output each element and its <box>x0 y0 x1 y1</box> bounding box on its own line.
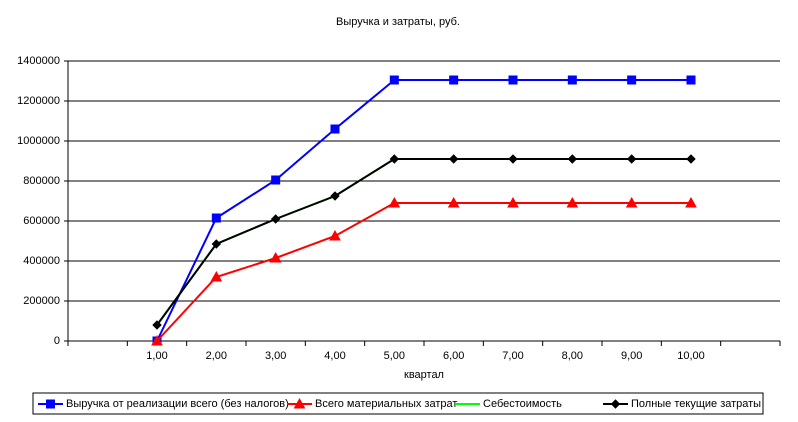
chart-title: Выручка и затраты, руб. <box>336 16 460 28</box>
marker <box>508 154 518 164</box>
marker <box>449 75 459 85</box>
marker <box>686 75 696 85</box>
marker <box>211 239 222 249</box>
marker <box>567 75 577 85</box>
marker <box>388 196 401 208</box>
y-tick-label: 1000000 <box>17 135 60 147</box>
legend-label: Всего материальных затрат <box>315 398 457 410</box>
marker <box>269 251 282 263</box>
legend-box <box>32 392 764 415</box>
marker <box>389 154 400 164</box>
legend-label: Себестоимость <box>483 398 562 410</box>
y-tick-label: 1400000 <box>17 55 60 67</box>
marker <box>626 154 637 164</box>
x-tick-label: 7,00 <box>502 350 523 362</box>
marker <box>271 175 281 185</box>
x-tick-label: 3,00 <box>265 350 286 362</box>
x-tick-label: 6,00 <box>443 350 464 362</box>
marker <box>610 399 621 409</box>
y-tick-label: 1200000 <box>17 95 60 107</box>
marker <box>389 75 399 85</box>
series-line <box>156 202 691 342</box>
x-tick-label: 2,00 <box>206 350 227 362</box>
legend-label: Полные текущие затраты <box>631 398 761 410</box>
y-tick-label: 0 <box>54 335 60 347</box>
marker <box>152 320 162 330</box>
marker <box>270 214 281 224</box>
marker <box>46 399 55 409</box>
y-tick-label: 600000 <box>23 215 60 227</box>
marker <box>211 213 221 223</box>
marker <box>566 196 579 208</box>
marker <box>685 196 697 208</box>
marker <box>686 154 696 164</box>
x-tick-label: 5,00 <box>384 350 405 362</box>
x-tick-label: 9,00 <box>621 350 642 362</box>
y-tick-label: 200000 <box>23 295 60 307</box>
marker <box>293 397 306 409</box>
marker <box>507 196 519 208</box>
marker <box>625 196 638 208</box>
marker <box>151 334 163 346</box>
series-line <box>156 158 691 326</box>
marker <box>210 270 223 282</box>
x-tick-label: 4,00 <box>324 350 345 362</box>
marker <box>329 229 341 241</box>
y-tick-label: 400000 <box>23 255 60 267</box>
marker <box>508 75 518 85</box>
marker <box>447 196 460 208</box>
x-tick-label: 8,00 <box>562 350 583 362</box>
x-tick-label: 10,00 <box>677 350 705 362</box>
marker <box>330 124 340 134</box>
legend-label: Выручка от реализации всего (без налогов… <box>66 398 289 410</box>
marker <box>330 191 340 201</box>
marker <box>567 154 578 164</box>
y-tick-label: 800000 <box>23 175 60 187</box>
x-axis-label: квартал <box>404 369 444 381</box>
marker <box>627 75 637 85</box>
marker <box>448 154 459 164</box>
series-line <box>156 79 691 342</box>
x-tick-label: 1,00 <box>146 350 167 362</box>
series-line <box>156 158 691 326</box>
